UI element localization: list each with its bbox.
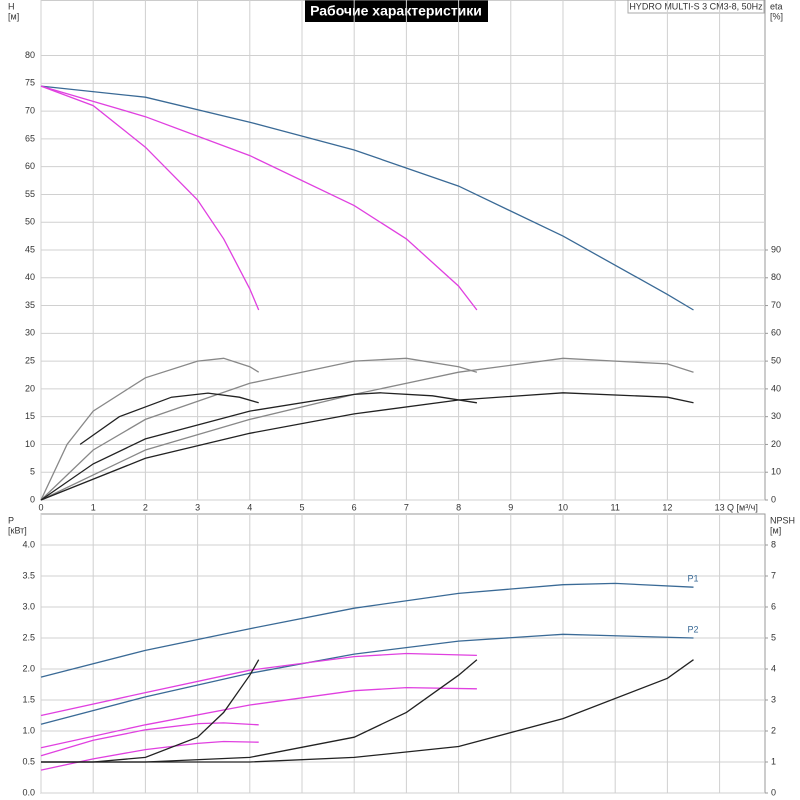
y2-tick-label: 0: [771, 787, 776, 797]
x-tick-label: 12: [662, 502, 672, 512]
x-tick-label: 5: [299, 502, 304, 512]
y-tick-label: 35: [25, 300, 35, 310]
y-tick-label: 50: [25, 217, 35, 227]
y2-tick-label: 40: [771, 383, 781, 393]
y2-axis-label: NPSH: [770, 515, 795, 525]
y2-tick-label: 7: [771, 570, 776, 580]
series-line: [40, 633, 694, 725]
x-tick-label: 4: [247, 502, 252, 512]
x-tick-label: 3: [195, 502, 200, 512]
x-tick-label: 1: [91, 502, 96, 512]
x-tick-label: 11: [611, 502, 620, 512]
y-axis-label: P: [8, 515, 14, 525]
series-line: [41, 659, 478, 763]
y-tick-label: 55: [25, 189, 35, 199]
y2-axis-label: eta: [770, 1, 783, 11]
y-tick-label: 0: [30, 494, 35, 504]
y-axis-unit: [кВт]: [8, 525, 27, 535]
x-tick-label: 7: [404, 502, 409, 512]
title-box: [305, 0, 488, 22]
series-line: [40, 392, 478, 501]
y2-tick-label: 60: [771, 328, 781, 338]
y-tick-label: 65: [25, 133, 35, 143]
y2-tick-label: 6: [771, 601, 776, 611]
series-line: [40, 85, 694, 311]
x-tick-label: 2: [143, 502, 148, 512]
y-tick-label: 70: [25, 105, 35, 115]
y-tick-label: 10: [25, 439, 35, 449]
series-line: [40, 686, 477, 749]
y-tick-label: 30: [25, 328, 35, 338]
y-tick-label: 60: [25, 161, 35, 171]
y-axis-label: H: [8, 1, 15, 11]
series-line: [40, 85, 260, 311]
series-line: [40, 85, 478, 311]
series-line: [40, 652, 477, 717]
y-tick-label: 15: [25, 411, 35, 421]
y2-axis-unit: [%]: [770, 11, 783, 21]
y2-tick-label: 8: [771, 539, 776, 549]
x-tick-label: 9: [508, 502, 513, 512]
y-tick-label: 2.5: [22, 632, 35, 642]
y-tick-label: 45: [25, 244, 35, 254]
y2-tick-label: 50: [771, 355, 781, 365]
y2-tick-label: 20: [771, 439, 781, 449]
model-label: HYDRO MULTI-S 3 CM3-8, 50Hz: [629, 1, 763, 11]
series-line: [79, 392, 259, 445]
series-label: P2: [687, 624, 698, 634]
x-tick-label: 13: [715, 502, 725, 512]
x-tick-label: 10: [558, 502, 568, 512]
y-tick-label: 75: [25, 78, 35, 88]
model-box: [627, 0, 765, 14]
y-tick-label: 3.5: [22, 570, 35, 580]
series-line: [40, 722, 259, 757]
y2-tick-label: 5: [771, 632, 776, 642]
y2-tick-label: 90: [771, 244, 781, 254]
x-tick-label: 6: [352, 502, 357, 512]
y2-tick-label: 80: [771, 272, 781, 282]
y-tick-label: 20: [25, 383, 35, 393]
y2-tick-label: 1: [771, 756, 776, 766]
series-line: [40, 392, 694, 501]
y2-tick-label: 4: [771, 663, 776, 673]
y-tick-label: 1.5: [22, 694, 35, 704]
y-tick-label: 0.5: [22, 756, 35, 766]
y2-tick-label: 30: [771, 411, 781, 421]
y-tick-label: 2.0: [22, 663, 35, 673]
series-line: [40, 357, 260, 501]
y2-axis-unit: [м]: [770, 525, 781, 535]
series-line: [40, 740, 259, 771]
y-tick-label: 40: [25, 272, 35, 282]
y2-tick-label: 10: [771, 467, 781, 477]
y-tick-label: 25: [25, 355, 35, 365]
y-tick-label: 3.0: [22, 601, 35, 611]
y2-tick-label: 70: [771, 300, 781, 310]
series-line: [40, 357, 478, 501]
x-tick-label: 0: [38, 502, 43, 512]
y-tick-label: 5: [30, 467, 35, 477]
series-label: P1: [687, 574, 698, 584]
y-tick-label: 1.0: [22, 725, 35, 735]
y2-tick-label: 0: [771, 494, 776, 504]
y-tick-label: 80: [25, 50, 35, 60]
series-line: [40, 357, 694, 501]
x-axis-label: Q [м³/ч]: [727, 502, 758, 512]
y-tick-label: 0.0: [22, 787, 35, 797]
y2-tick-label: 3: [771, 694, 776, 704]
y-axis-unit: [м]: [8, 11, 19, 21]
x-tick-label: 8: [456, 502, 461, 512]
y-tick-label: 4.0: [22, 539, 35, 549]
series-line: [40, 582, 694, 678]
y2-tick-label: 2: [771, 725, 776, 735]
series-line: [41, 659, 694, 763]
chart-title: Рабочие характеристики: [310, 3, 482, 19]
